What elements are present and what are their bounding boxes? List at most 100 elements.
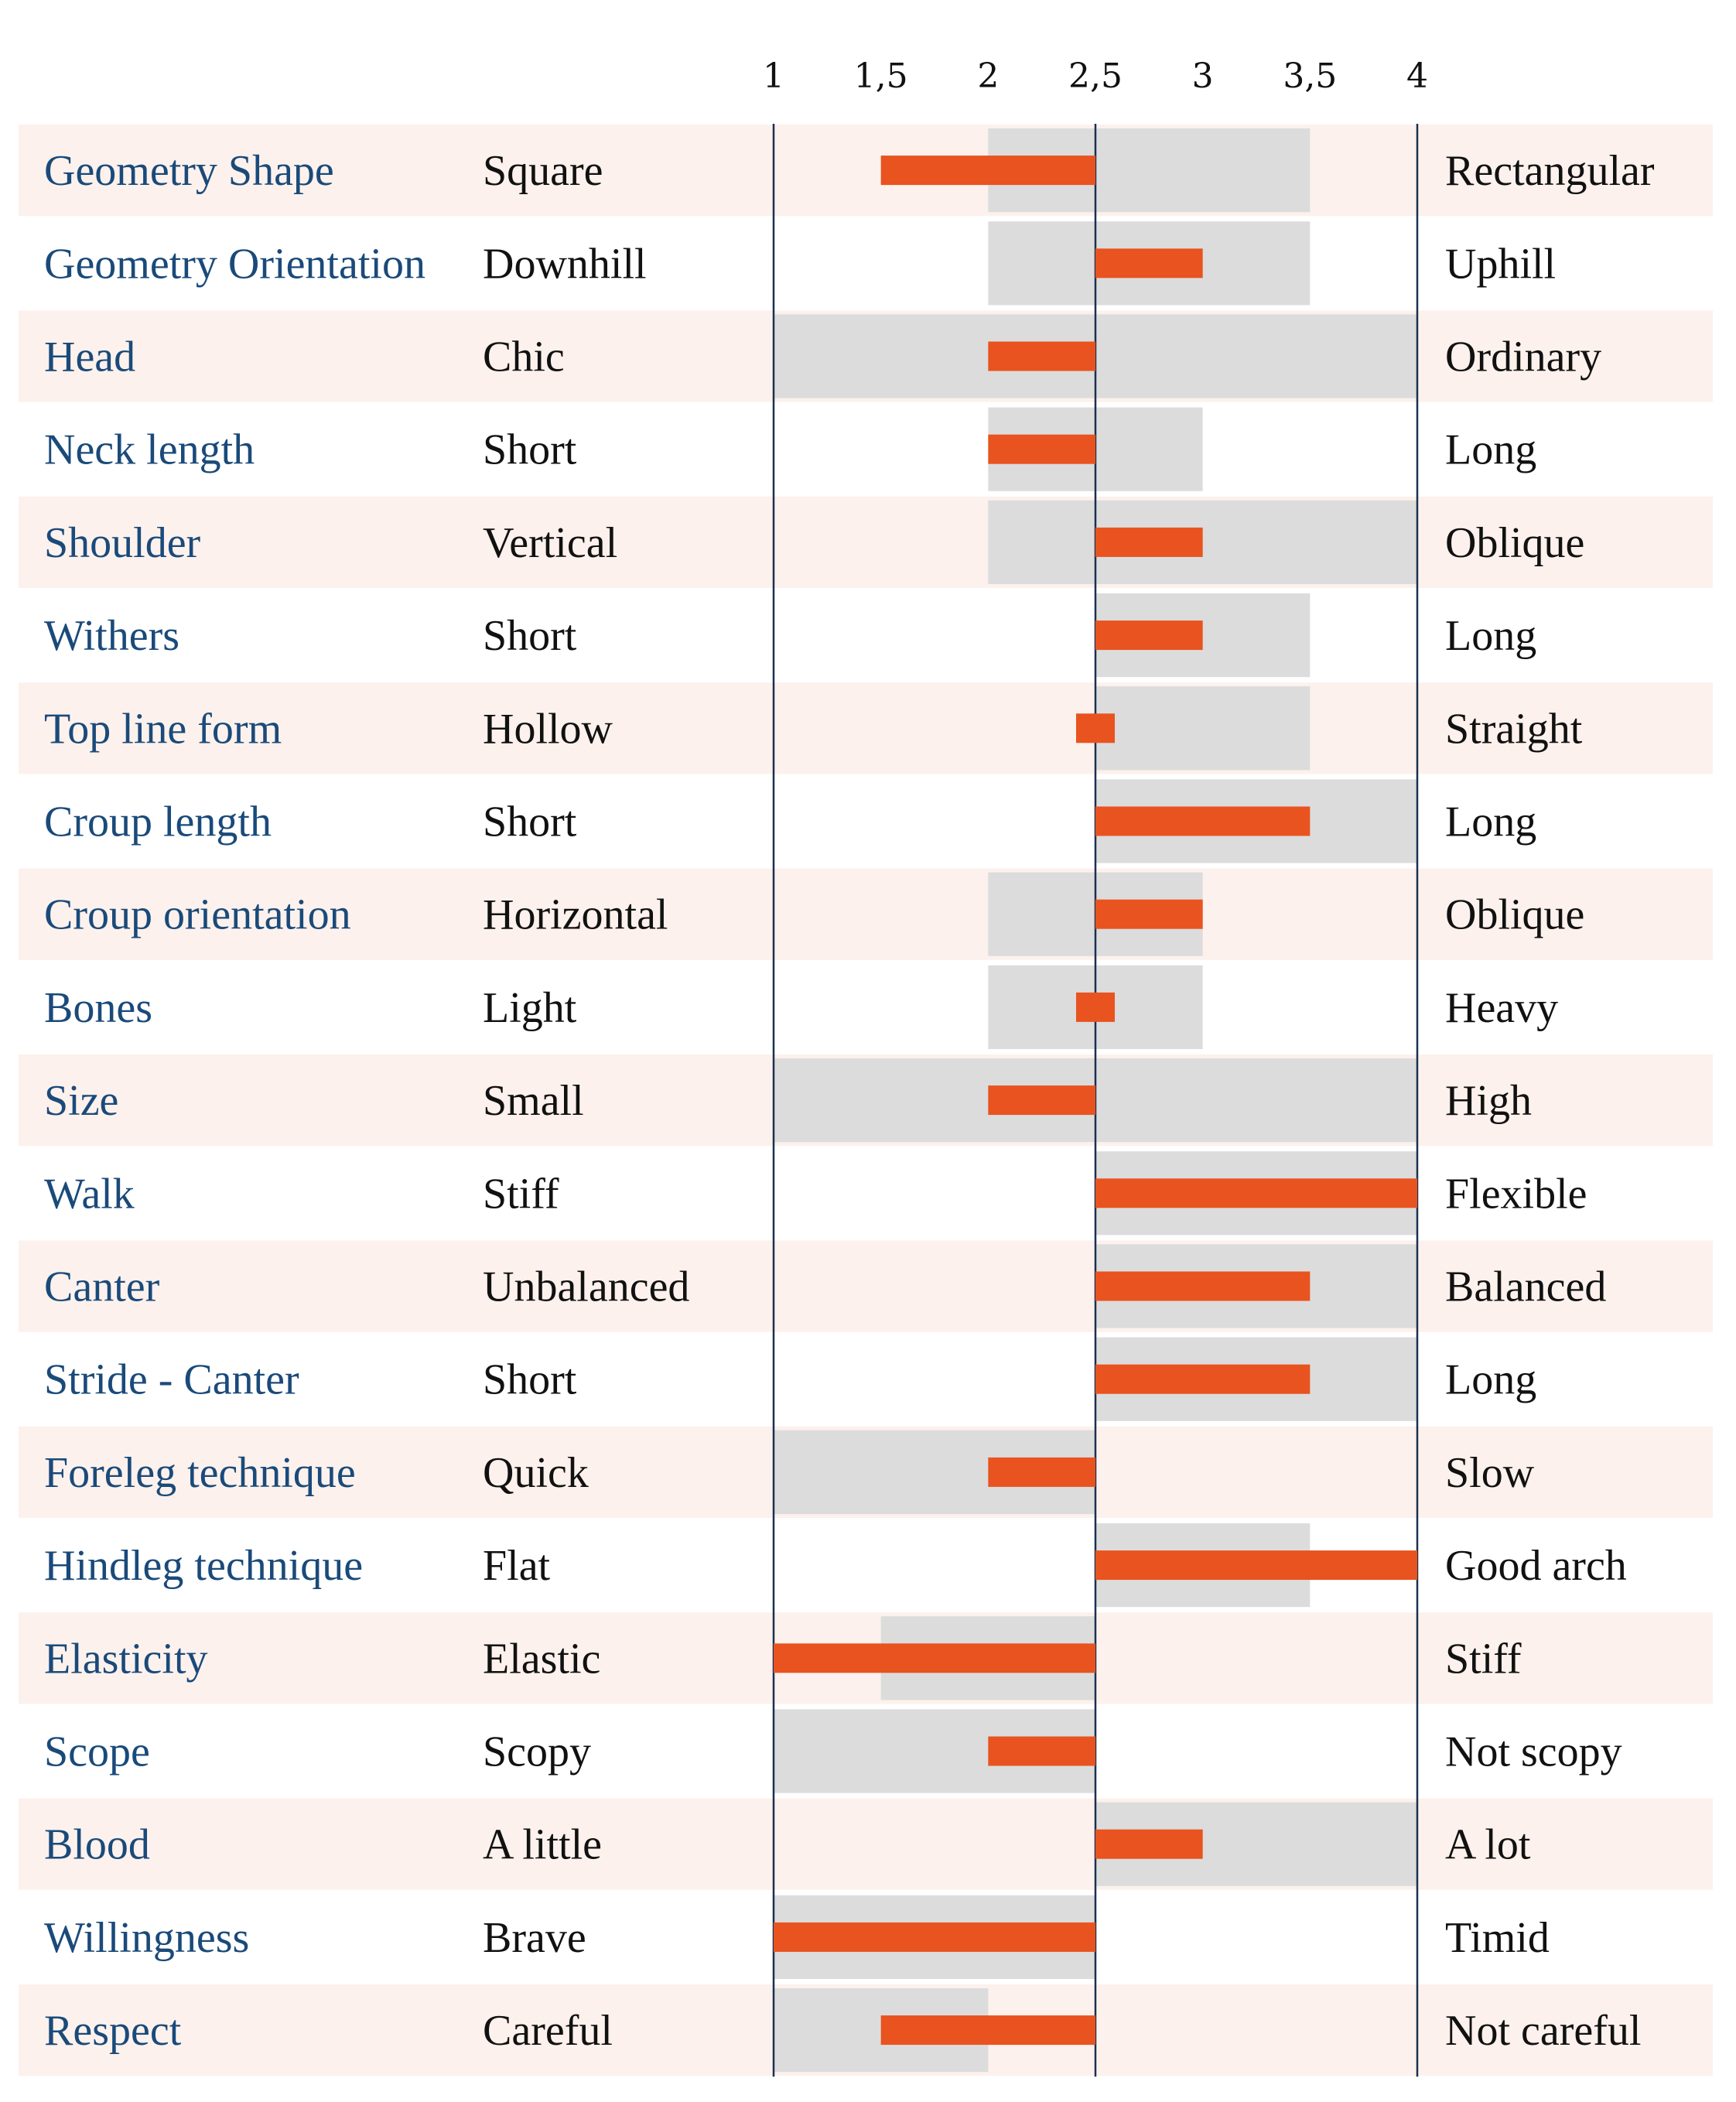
value-bar [1095,899,1203,929]
right-pole-label: Stiff [1445,1635,1522,1683]
right-pole-label: Long [1445,1356,1536,1404]
trait-label: Croup length [44,798,272,846]
right-pole-label: Uphill [1445,240,1556,288]
right-pole-label: High [1445,1077,1532,1125]
value-bar [774,1922,1095,1952]
x-tick-label: 4 [1406,56,1428,96]
left-pole-label: Short [483,798,577,846]
row-labels: Geometry Shape Square Rectangular Geometry … [44,147,1655,2055]
value-bar [774,1643,1095,1673]
row-background [19,1798,1713,1890]
range-band [1095,686,1311,771]
left-pole-label: Horizontal [483,891,668,939]
left-pole-label: Brave [483,1914,586,1962]
right-pole-label: Rectangular [1445,147,1655,195]
right-pole-label: Ordinary [1445,333,1601,381]
trait-label: Geometry Orientation [44,240,425,288]
value-bar [988,341,1095,371]
value-bar [1095,1178,1417,1208]
right-pole-label: A lot [1445,1821,1531,1869]
left-pole-label: Short [483,426,577,474]
right-pole-label: Timid [1445,1914,1550,1962]
x-tick-label: 2,5 [1068,56,1123,96]
left-pole-label: Chic [483,333,565,381]
trait-label: Stride - Canter [44,1356,299,1404]
x-tick-label: 1,5 [854,56,908,96]
row-background [19,125,1713,217]
trait-label: Withers [44,612,179,660]
trait-label: Head [44,333,135,381]
value-bars [774,156,1417,2046]
left-pole-label: Elastic [483,1635,600,1683]
range-band [988,500,1417,584]
value-bar [1095,527,1203,557]
left-pole-label: Quick [483,1449,589,1497]
left-pole-label: Small [483,1077,584,1125]
value-bar [1095,1271,1311,1301]
trait-label: Geometry Shape [44,147,334,195]
left-pole-label: Short [483,612,577,660]
value-bar [880,156,1095,186]
trait-label: Croup orientation [44,891,351,939]
left-pole-label: Flat [483,1542,551,1590]
value-bar [988,1736,1095,1766]
trait-label: Blood [44,1821,150,1869]
trait-label: Willingness [44,1914,249,1962]
right-pole-label: Long [1445,612,1536,660]
right-pole-label: Balanced [1445,1263,1606,1311]
trait-label: Size [44,1077,118,1125]
value-bar [1095,1364,1311,1394]
x-axis-ticks: 1 1,5 2 2,5 3 3,5 4 [763,56,1428,96]
right-pole-label: Oblique [1445,519,1584,567]
trait-label: Neck length [44,426,255,474]
value-bar [1076,713,1115,743]
right-pole-label: Long [1445,798,1536,846]
value-bar [1095,1550,1417,1581]
row-background [19,682,1713,774]
left-pole-label: Stiff [483,1170,559,1218]
right-pole-label: Slow [1445,1449,1535,1497]
left-pole-label: Hollow [483,705,613,753]
right-pole-label: Flexible [1445,1170,1587,1218]
row-background [19,868,1713,960]
left-pole-label: Short [483,1356,577,1404]
x-tick-label: 3,5 [1283,56,1337,96]
trait-label: Elasticity [44,1635,208,1683]
right-pole-label: Oblique [1445,891,1584,939]
value-bar [1095,620,1203,651]
right-pole-label: Long [1445,426,1536,474]
row-background [19,496,1713,588]
trait-label: Bones [44,984,152,1032]
row-background [19,1240,1713,1332]
left-pole-label: Scopy [483,1728,591,1776]
left-pole-label: Vertical [483,519,617,567]
value-bar [1095,806,1311,836]
value-bar [1076,992,1115,1022]
value-bar [880,2015,1095,2046]
trait-label: Canter [44,1263,160,1311]
right-pole-label: Not scopy [1445,1728,1622,1776]
right-pole-label: Straight [1445,705,1583,753]
x-tick-label: 2 [977,56,999,96]
value-bar [988,434,1095,464]
right-pole-label: Good arch [1445,1542,1627,1590]
trait-label: Foreleg technique [44,1449,356,1497]
trait-label: Respect [44,2007,182,2055]
left-pole-label: Careful [483,2007,613,2055]
trait-label: Scope [44,1728,150,1776]
left-pole-label: A little [483,1821,602,1869]
right-pole-label: Heavy [1445,984,1558,1032]
left-pole-label: Square [483,147,603,195]
value-bar [1095,248,1203,279]
x-tick-label: 1 [763,56,784,96]
value-bar [988,1085,1095,1116]
trait-label: Top line form [44,705,282,753]
value-bar [988,1457,1095,1487]
trait-label: Hindleg technique [44,1542,363,1590]
right-pole-label: Not careful [1445,2007,1641,2055]
value-bar [1095,1829,1203,1859]
trait-label: Shoulder [44,519,201,567]
left-pole-label: Light [483,984,577,1032]
trait-label: Walk [44,1170,135,1218]
